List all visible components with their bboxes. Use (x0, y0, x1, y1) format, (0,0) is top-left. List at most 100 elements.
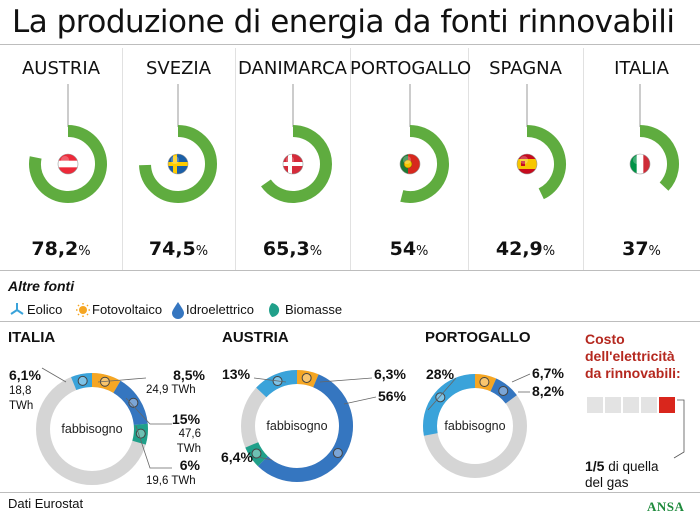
section-divider (0, 270, 700, 271)
leader-line (135, 425, 172, 469)
column-divider (468, 48, 469, 270)
country-name-austria: AUSTRIA (21, 58, 101, 79)
leader-line (343, 396, 377, 405)
segment-marker (435, 392, 446, 403)
legend-divider (0, 321, 700, 322)
column-divider (350, 48, 351, 270)
country-name-spagna: SPAGNA (489, 58, 562, 79)
costo-heading: Costo dell'elettricità da rinnovabili: (585, 331, 681, 381)
ring-spagna (526, 125, 566, 200)
costo-text: 1/5 di quella del gas (585, 458, 659, 490)
page-title: La produzione di energia da fonti rinnov… (12, 4, 675, 40)
flag-sweden-icon (167, 153, 189, 175)
ring-svezia (139, 125, 217, 203)
austria-bio-label: 6,4% (221, 449, 253, 465)
italia-idro-twh2: TWh (176, 443, 201, 455)
segment-marker (77, 375, 88, 386)
center-label-portogallo: fabbisogno (444, 419, 505, 433)
italia-bio-label: 6% (179, 457, 200, 473)
title-divider (0, 44, 700, 45)
portogallo-eolico-label: 28% (426, 366, 455, 382)
portogallo-foto-label: 6,7% (532, 365, 564, 381)
country-name-svezia: SVEZIA (145, 58, 212, 79)
legend-fotovoltaico: Fotovoltaico (92, 302, 163, 317)
segment-italia-idroelettrico (113, 380, 148, 426)
pct-portogallo: 54% (389, 238, 429, 260)
leader-line (97, 377, 147, 383)
source-label: Dati Eurostat (8, 496, 84, 511)
italia-foto-label: 8,5% (173, 367, 205, 383)
segment-italia-biomasse (132, 423, 148, 445)
italia-foto-twh: 24,9 TWh (146, 384, 196, 396)
segment-austria-fotovoltaico (296, 370, 319, 388)
legend-idroelettrico: Idroelettrico (186, 302, 254, 317)
flag-portugal-icon (399, 153, 421, 175)
pct-svezia: 74,5% (148, 238, 209, 260)
ring-portogallo (400, 125, 449, 203)
italia-eolico-label: 6,1% 18,8 TWh (9, 367, 41, 412)
ring-italia (639, 125, 679, 191)
cost-bar-gas (605, 397, 621, 413)
leader-line (125, 397, 172, 425)
center-label-italia: fabbisogno (61, 422, 122, 436)
segment-marker (498, 385, 509, 396)
cost-bar-gas (587, 397, 603, 413)
country-name-danimarca: DANIMARCA (238, 58, 347, 79)
segment-italia-eolico (71, 373, 93, 391)
country-name-portogallo: PORTOGALLO (350, 58, 472, 79)
center-label-austria: fabbisogno (266, 419, 327, 433)
austria-eolico-label: 13% (222, 366, 251, 382)
segment-portogallo-idroelettrico (490, 378, 517, 404)
pct-danimarca: 65,3% (262, 238, 323, 260)
segment-austria-biomasse (245, 441, 268, 467)
legend-eolico: Eolico (27, 302, 63, 317)
portogallo-idro-label: 8,2% (532, 383, 564, 399)
leader-line (427, 377, 457, 411)
cost-bar-gas (623, 397, 639, 413)
italia-idro-label: 15% (172, 411, 201, 427)
ring-austria (29, 125, 107, 203)
altre-fonti-heading: Altre fonti (8, 278, 75, 294)
leader-line (257, 456, 273, 461)
leader-line (41, 367, 67, 383)
pct-spagna: 42,9% (495, 238, 556, 260)
pct-italia: 37% (622, 238, 661, 260)
austria-title: AUSTRIA (222, 329, 289, 346)
segment-marker (128, 397, 139, 408)
segment-marker (332, 448, 343, 459)
column-divider (235, 48, 236, 270)
austria-foto-label: 6,3% (374, 366, 406, 382)
italia-title: ITALIA (8, 329, 56, 346)
segment-marker (301, 372, 312, 383)
segment-marker (251, 448, 262, 459)
flag-denmark-icon (282, 153, 304, 175)
pct-austria: 78,2% (31, 238, 91, 260)
country-name-italia: ITALIA (614, 58, 669, 79)
leader-line (511, 373, 531, 383)
column-divider (583, 48, 584, 270)
country-rings (29, 84, 679, 203)
italia-bio-twh: 19,6 TWh (146, 475, 196, 487)
flag-spain-icon (516, 153, 538, 175)
segment-marker (479, 376, 490, 387)
flag-austria-icon (57, 153, 79, 175)
austria-idro-label: 56% (378, 388, 407, 404)
leader-line (319, 377, 373, 383)
legend-biomasse: Biomasse (285, 302, 343, 317)
cost-bar-renewable (659, 397, 675, 413)
portogallo-title: PORTOGALLO (425, 329, 531, 346)
segment-portogallo-eolico (423, 374, 476, 436)
segment-marker (135, 428, 146, 439)
cost-pointer-line (673, 399, 685, 459)
segment-austria-idroelettrico (257, 374, 353, 482)
cost-bar-gas (641, 397, 657, 413)
ansa-logo: ANSA (647, 499, 685, 514)
segment-portogallo-fotovoltaico (474, 374, 497, 392)
ring-danimarca (261, 125, 332, 203)
column-divider (122, 48, 123, 270)
italia-idro-twh1: 47,6 (178, 428, 201, 440)
flag-italy-icon (629, 153, 651, 175)
leader-line (253, 377, 287, 383)
